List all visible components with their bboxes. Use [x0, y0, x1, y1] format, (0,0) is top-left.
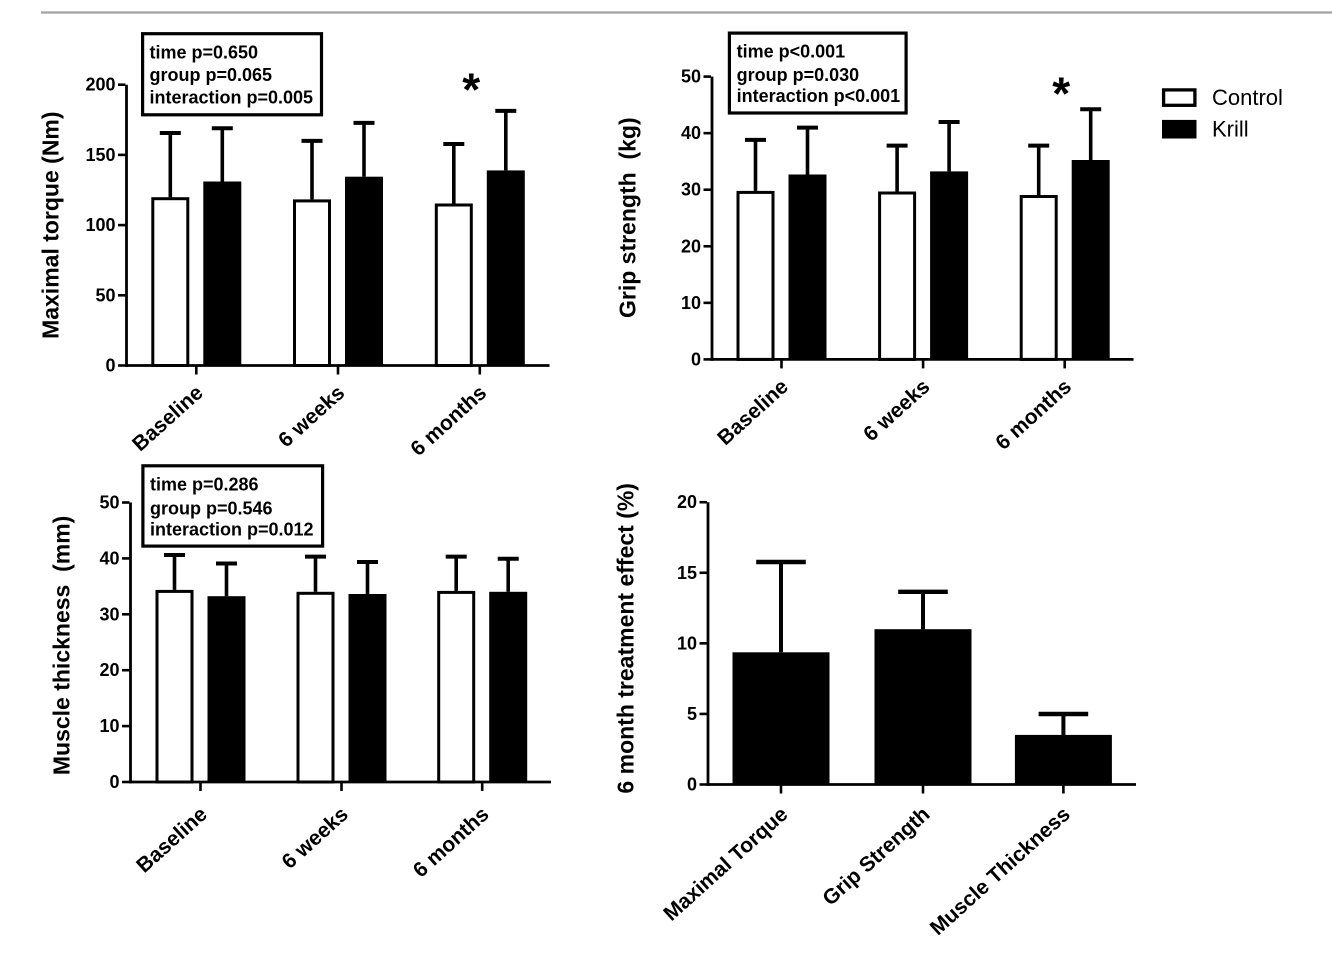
svg-text:50: 50: [681, 67, 701, 87]
svg-text:40: 40: [99, 548, 119, 568]
svg-text:interaction p<0.001: interaction p<0.001: [737, 86, 901, 106]
svg-text:group p=0.065: group p=0.065: [150, 65, 273, 85]
svg-text:0: 0: [109, 772, 119, 792]
svg-text:100: 100: [85, 215, 115, 235]
svg-text:10: 10: [677, 633, 697, 653]
svg-text:time p=0.650: time p=0.650: [150, 43, 259, 63]
svg-text:Muscle thickness (mm): Muscle thickness (mm): [48, 516, 74, 775]
svg-text:10: 10: [681, 293, 701, 313]
svg-text:5: 5: [687, 704, 697, 724]
svg-text:20: 20: [99, 660, 119, 680]
svg-text:40: 40: [681, 123, 701, 143]
svg-text:time p=0.286: time p=0.286: [150, 475, 259, 495]
svg-text:0: 0: [691, 349, 701, 369]
svg-text:50: 50: [99, 493, 119, 513]
svg-text:*: *: [462, 63, 480, 115]
svg-text:Maximal torque (Nm): Maximal torque (Nm): [38, 111, 64, 338]
svg-text:150: 150: [85, 145, 115, 165]
svg-text:15: 15: [677, 563, 697, 583]
svg-text:50: 50: [95, 285, 115, 305]
svg-text:200: 200: [85, 75, 115, 95]
svg-text:interaction p=0.005: interaction p=0.005: [150, 88, 314, 108]
svg-text:6 month treatment effect (%): 6 month treatment effect (%): [612, 483, 638, 794]
svg-text:30: 30: [681, 180, 701, 200]
svg-text:0: 0: [105, 356, 115, 376]
svg-text:time p<0.001: time p<0.001: [737, 42, 846, 62]
svg-text:Grip strength (kg): Grip strength (kg): [615, 117, 641, 318]
svg-text:10: 10: [99, 716, 119, 736]
svg-text:30: 30: [99, 604, 119, 624]
svg-text:Control: Control: [1212, 85, 1283, 110]
svg-text:group p=0.546: group p=0.546: [150, 498, 273, 518]
svg-text:Krill: Krill: [1212, 117, 1249, 142]
svg-text:20: 20: [681, 236, 701, 256]
svg-text:group p=0.030: group p=0.030: [737, 65, 860, 85]
svg-text:interaction p=0.012: interaction p=0.012: [150, 520, 314, 540]
svg-text:*: *: [1052, 67, 1070, 119]
svg-text:0: 0: [687, 775, 697, 795]
svg-text:20: 20: [677, 492, 697, 512]
